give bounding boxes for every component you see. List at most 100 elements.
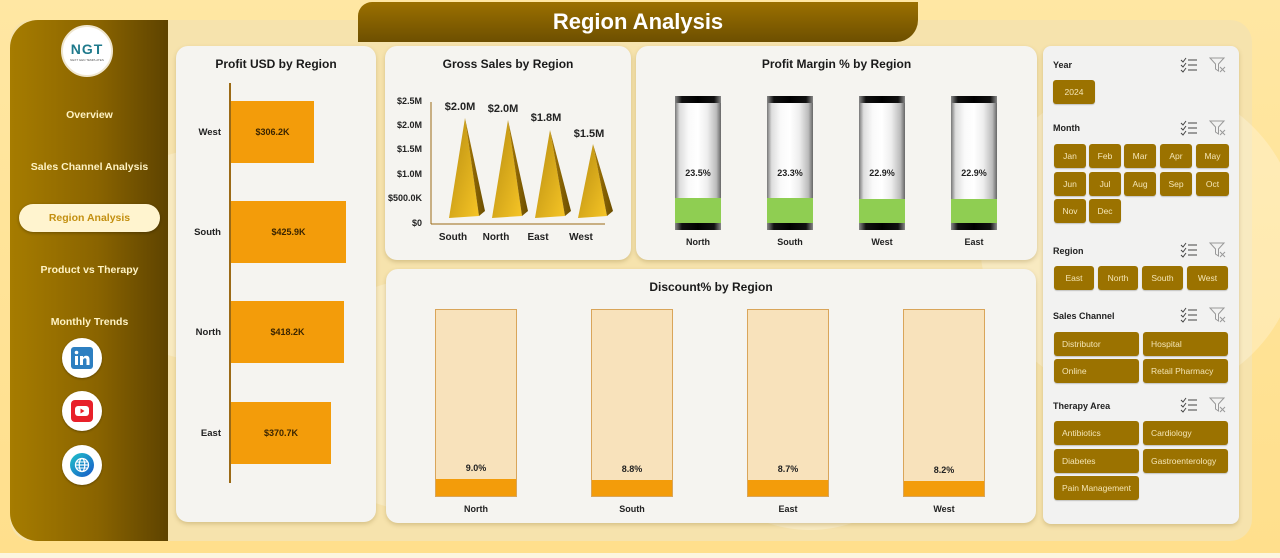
bar-value: 8.8% (621, 464, 643, 474)
sidebar-item-monthly-trends[interactable]: Monthly Trends (19, 308, 160, 336)
slicer-chip-month[interactable]: Jul (1089, 172, 1121, 196)
slicer-chip-month[interactable]: Mar (1124, 144, 1156, 168)
slicer-chip-region[interactable]: West (1187, 266, 1228, 290)
logo-text: NGT (70, 40, 104, 57)
chart-title: Gross Sales by Region (442, 57, 574, 71)
slicer-chip-sales-channel[interactable]: Retail Pharmacy (1143, 359, 1228, 383)
chart-axis (229, 83, 231, 483)
slicer-chip-year[interactable]: 2024 (1053, 80, 1095, 104)
category-label: West (933, 504, 955, 514)
sidebar-item-label: Region Analysis (48, 212, 131, 224)
slicer-chip-month[interactable]: Nov (1054, 199, 1086, 223)
website-button[interactable] (62, 445, 102, 485)
logo-tagline: NEXT GEN TEMPLATES (70, 57, 104, 62)
bar-value: 8.2% (933, 465, 955, 475)
slicer-chip-sales-channel[interactable]: Hospital (1143, 332, 1228, 356)
sidebar-item-region-analysis[interactable]: Region Analysis (19, 204, 160, 232)
slicer-chip-region[interactable]: North (1098, 266, 1138, 290)
sidebar-item-overview[interactable]: Overview (19, 101, 160, 129)
discount-bar-west[interactable]: 8.2% (903, 309, 985, 497)
slicer-chip-therapy-area[interactable]: Diabetes (1054, 449, 1139, 473)
y-tick: $1.0M (396, 169, 422, 179)
bar-value: 22.9% (961, 168, 987, 178)
x-tick: South (438, 232, 468, 243)
discount-bar-east[interactable]: 8.7% (747, 309, 829, 497)
y-tick: $0 (411, 218, 422, 228)
slicer-chip-month[interactable]: Aug (1124, 172, 1156, 196)
clear-filter-icon[interactable] (1209, 57, 1227, 73)
multi-select-icon[interactable] (1180, 397, 1198, 413)
slicer-chip-therapy-area[interactable]: Antibiotics (1054, 421, 1139, 445)
bar-fill (436, 479, 516, 496)
slicer-chip-month[interactable]: Sep (1160, 172, 1192, 196)
category-label: East (200, 428, 221, 439)
bar-value: $425.9K (271, 227, 306, 237)
bar-fill (592, 480, 672, 496)
profit-usd-chart: Profit USD by Region West $306.2K South … (176, 46, 376, 522)
youtube-button[interactable] (62, 391, 102, 431)
multi-select-icon[interactable] (1180, 120, 1198, 136)
slicer-chip-region[interactable]: South (1142, 266, 1183, 290)
bar-south[interactable]: $425.9K (231, 201, 346, 263)
sidebar-item-product-vs-therapy[interactable]: Product vs Therapy (19, 256, 160, 284)
slicer-chip-month[interactable]: Jan (1054, 144, 1086, 168)
clear-filter-icon[interactable] (1209, 242, 1227, 258)
y-tick: $1.5M (396, 144, 422, 154)
pyramid-south (449, 118, 485, 218)
chart-title: Profit Margin % by Region (761, 57, 912, 71)
slicer-title-therapy-area: Therapy Area (1053, 401, 1111, 411)
bar-west[interactable]: $306.2K (231, 101, 314, 163)
pyramid-west (578, 144, 613, 218)
discount-bar-south[interactable]: 8.8% (591, 309, 673, 497)
multi-select-icon[interactable] (1180, 242, 1198, 258)
x-tick: West (569, 232, 593, 243)
tube-fill (767, 198, 813, 223)
clear-filter-icon[interactable] (1209, 120, 1227, 136)
slicer-title-region: Region (1053, 246, 1084, 256)
slicer-chip-month[interactable]: Jun (1054, 172, 1086, 196)
slicer-chip-month[interactable]: Dec (1089, 199, 1121, 223)
slicer-chip-month[interactable]: Feb (1089, 144, 1121, 168)
bar-value: 9.0% (465, 463, 487, 473)
bar-value: 23.5% (685, 168, 711, 178)
x-tick: East (527, 232, 549, 243)
slicer-chip-therapy-area[interactable]: Cardiology (1143, 421, 1228, 445)
slicer-chip-region[interactable]: East (1054, 266, 1094, 290)
slicer-chip-month[interactable]: May (1196, 144, 1229, 168)
category-label: West (871, 237, 893, 247)
category-label: North (195, 327, 221, 338)
multi-select-icon[interactable] (1180, 307, 1198, 323)
bar-east[interactable]: $370.7K (231, 402, 331, 464)
logo: NGT NEXT GEN TEMPLATES (61, 25, 113, 77)
slicer-chip-sales-channel[interactable]: Distributor (1054, 332, 1139, 356)
tube-fill (951, 199, 997, 223)
tube-fill (859, 199, 905, 223)
sidebar-item-label: Monthly Trends (50, 316, 129, 328)
tube-east[interactable]: 22.9% (951, 96, 997, 230)
tube-north[interactable]: 23.5% (675, 96, 721, 230)
tube-south[interactable]: 23.3% (767, 96, 813, 230)
slicer-chip-sales-channel[interactable]: Online (1054, 359, 1139, 383)
slicer-chip-therapy-area[interactable]: Pain Management (1054, 476, 1139, 500)
chart-title: Profit USD by Region (215, 57, 337, 71)
sidebar-item-sales-channel-analysis[interactable]: Sales Channel Analysis (19, 153, 160, 181)
multi-select-icon[interactable] (1180, 57, 1198, 73)
bar-value: $418.2K (270, 327, 305, 337)
clear-filter-icon[interactable] (1209, 397, 1227, 413)
y-tick: $2.0M (396, 120, 422, 130)
discount-bar-north[interactable]: 9.0% (435, 309, 517, 497)
category-label: North (464, 504, 488, 514)
gross-sales-chart: Gross Sales by Region $2.5M $2.0M $1.5M … (385, 46, 631, 260)
slicer-chip-therapy-area[interactable]: Gastroenterology (1143, 449, 1228, 473)
bar-north[interactable]: $418.2K (231, 301, 344, 363)
pyramid-east (535, 130, 571, 218)
linkedin-button[interactable] (62, 338, 102, 378)
slicer-chip-month[interactable]: Oct (1196, 172, 1229, 196)
category-label: South (619, 504, 645, 514)
tube-west[interactable]: 22.9% (859, 96, 905, 230)
clear-filter-icon[interactable] (1209, 307, 1227, 323)
bar-value: $2.0M (487, 103, 519, 115)
slicer-chip-month[interactable]: Apr (1160, 144, 1192, 168)
chart-title: Discount% by Region (649, 280, 773, 294)
y-tick: $500.0K (387, 193, 422, 203)
